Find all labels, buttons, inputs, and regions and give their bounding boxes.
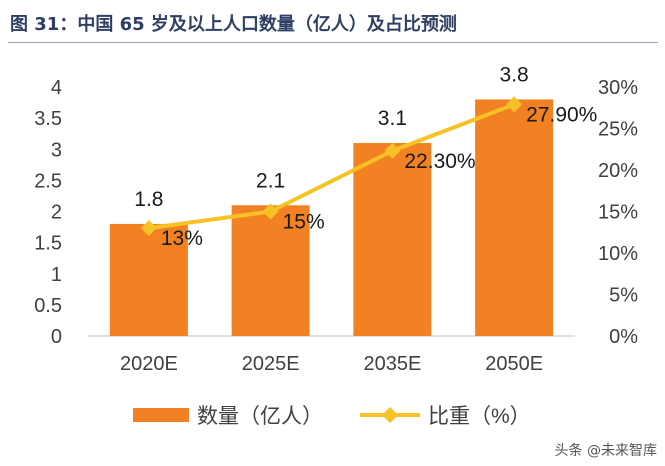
legend-bar-swatch bbox=[133, 408, 189, 422]
legend-bar-label: 数量（亿人） bbox=[197, 405, 323, 428]
left-axis-tick-label: 1 bbox=[51, 264, 62, 286]
bar-value-label: 3.8 bbox=[500, 63, 529, 86]
right-axis-tick-label: 25% bbox=[598, 119, 638, 141]
line-value-label: 27.90% bbox=[526, 103, 597, 126]
line-value-label: 15% bbox=[283, 211, 325, 234]
title-divider bbox=[8, 42, 658, 43]
x-axis-tick-label: 2020E bbox=[120, 353, 178, 375]
left-axis-tick-label: 3 bbox=[51, 139, 62, 161]
legend-line-label: 比重（%） bbox=[428, 405, 531, 428]
x-axis-tick-label: 2035E bbox=[363, 353, 421, 375]
bar-value-label: 2.1 bbox=[256, 169, 285, 192]
legend-line-marker bbox=[382, 407, 398, 423]
x-axis-tick-label: 2025E bbox=[242, 353, 300, 375]
right-axis-tick-label: 30% bbox=[598, 77, 638, 99]
left-axis-tick-label: 4 bbox=[51, 77, 62, 99]
left-axis-tick-label: 3.5 bbox=[34, 108, 62, 130]
bar-2035E bbox=[353, 143, 432, 336]
right-axis-tick-label: 5% bbox=[609, 285, 638, 307]
left-axis-tick-label: 0 bbox=[51, 326, 62, 348]
right-axis-tick-label: 15% bbox=[598, 202, 638, 224]
line-series-ratio bbox=[148, 102, 515, 231]
right-axis-tick-label: 0% bbox=[609, 326, 638, 348]
line-point-marker bbox=[506, 96, 523, 113]
right-axis-tick-label: 20% bbox=[598, 160, 638, 182]
line-value-label: 22.30% bbox=[404, 150, 475, 173]
line-point-marker bbox=[262, 203, 279, 220]
line-point-marker bbox=[384, 142, 401, 159]
figure-title: 图 31：中国 65 岁及以上人口数量（亿人）及占比预测 bbox=[10, 14, 457, 35]
left-axis-tick-label: 2 bbox=[51, 202, 62, 224]
left-axis-tick-label: 0.5 bbox=[34, 295, 62, 317]
left-axis-tick-label: 1.5 bbox=[34, 233, 62, 255]
watermark: 头条 @未来智库 bbox=[554, 443, 657, 459]
bar-2020E bbox=[109, 223, 188, 336]
x-axis-tick-label: 2050E bbox=[485, 353, 543, 375]
bar-2050E bbox=[475, 99, 554, 336]
left-axis-tick-label: 2.5 bbox=[34, 170, 62, 192]
bar-value-label: 1.8 bbox=[134, 188, 163, 211]
right-axis-tick-label: 10% bbox=[598, 243, 638, 265]
line-value-label: 13% bbox=[161, 227, 203, 250]
bar-2025E bbox=[231, 205, 310, 336]
bar-value-label: 3.1 bbox=[378, 107, 407, 130]
line-point-marker bbox=[140, 220, 157, 237]
